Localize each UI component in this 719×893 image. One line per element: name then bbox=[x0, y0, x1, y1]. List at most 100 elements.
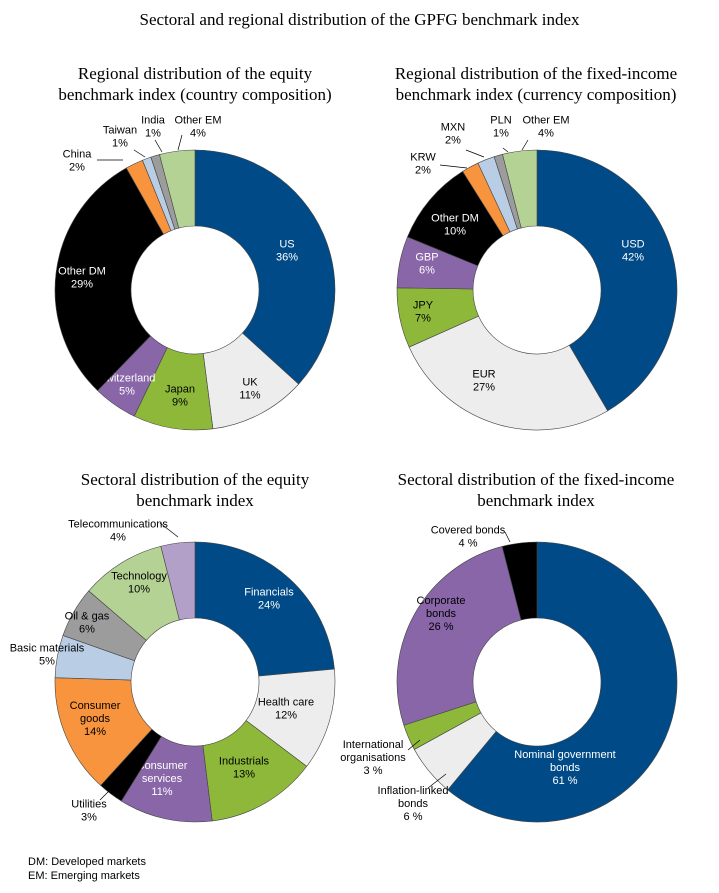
slice-label-line: Oil & gas bbox=[65, 611, 110, 623]
slice-label-line: 3% bbox=[81, 812, 97, 824]
slice-corporate bbox=[396, 546, 522, 726]
slice-label: Technology 10% bbox=[111, 571, 167, 596]
slice-label: Switzerland 5% bbox=[99, 373, 156, 398]
slice-label-line: Switzerland bbox=[99, 373, 156, 385]
chart-title-line: Regional distribution of the fixed-incom… bbox=[394, 64, 678, 83]
slice-label: India 1% bbox=[141, 115, 166, 140]
slice-label-line: Other EM bbox=[522, 115, 569, 127]
slice-label: Taiwan 1% bbox=[103, 125, 137, 150]
leader-line bbox=[502, 147, 509, 153]
slice-label-line: MXN bbox=[441, 122, 466, 134]
leader-line bbox=[133, 149, 146, 158]
slice-label: PLN 1% bbox=[490, 115, 511, 140]
slice-label-line: goods bbox=[80, 713, 110, 725]
slice-label: Utilities 3% bbox=[71, 799, 107, 824]
slice-label-line: 1% bbox=[145, 128, 161, 140]
slice-label: Corporate bonds 26 % bbox=[417, 595, 466, 633]
slice-label-line: JPY bbox=[413, 300, 434, 312]
leader-line bbox=[99, 781, 119, 801]
chart-title-equity-sectoral: Sectoral distribution of the equity benc… bbox=[25, 469, 365, 511]
slice-label-line: Japan bbox=[165, 384, 195, 396]
chart-title-line: benchmark index (country composition) bbox=[58, 85, 332, 104]
slice-label: International organisations 3 % bbox=[340, 739, 406, 777]
slice-label-line: Other DM bbox=[58, 266, 106, 278]
slice-label: Telecommunications 4% bbox=[68, 519, 168, 544]
slice-label-line: 1% bbox=[112, 138, 128, 150]
slice-label-line: bonds bbox=[550, 762, 580, 774]
slice-eur bbox=[408, 315, 609, 431]
chart-title-line: Sectoral distribution of the fixed-incom… bbox=[397, 470, 675, 489]
slice-label: Covered bonds 4 % bbox=[431, 525, 506, 550]
slice-label-line: GBP bbox=[415, 252, 438, 264]
slice-label-line: 27% bbox=[473, 382, 495, 394]
slice-label-line: KRW bbox=[410, 152, 436, 164]
slice-label-line: Inflation-linked bbox=[378, 785, 449, 797]
slice-label-line: Nominal government bbox=[514, 749, 616, 761]
slice-label: Other DM 29% bbox=[58, 266, 106, 291]
slice-usd bbox=[536, 149, 678, 412]
slice-label-line: 4 % bbox=[459, 538, 478, 550]
leader-line bbox=[154, 139, 163, 153]
slice-label-line: Telecommunications bbox=[68, 519, 168, 531]
slice-label-line: 2% bbox=[69, 162, 85, 174]
slice-label: EUR 27% bbox=[472, 369, 495, 394]
slice-other-dm bbox=[54, 167, 165, 391]
slice-us bbox=[194, 149, 336, 385]
leader-line bbox=[439, 164, 468, 169]
slice-label-line: UK bbox=[242, 377, 258, 389]
chart-title-line: Regional distribution of the equity bbox=[77, 64, 313, 83]
slice-label-line: US bbox=[279, 239, 294, 251]
slice-label-line: Covered bonds bbox=[431, 525, 506, 537]
chart-title-line: benchmark index (currency composition) bbox=[395, 85, 677, 104]
slice-label: Inflation-linked bonds 6 % bbox=[378, 785, 449, 823]
slice-label: KRW 2% bbox=[410, 152, 436, 177]
slice-label: China 2% bbox=[63, 149, 93, 174]
slice-label: Other EM 4% bbox=[174, 115, 221, 140]
slice-label: UK 11% bbox=[239, 377, 260, 402]
chart-title-line: Sectoral distribution of the equity bbox=[80, 470, 310, 489]
slice-label: USD 42% bbox=[621, 239, 644, 264]
slice-label-line: 3 % bbox=[364, 765, 383, 777]
slice-label-line: 11% bbox=[239, 390, 260, 402]
slice-label-line: 29% bbox=[71, 279, 93, 291]
slice-covered-bonds bbox=[501, 541, 538, 621]
slice-label: Other EM 4% bbox=[522, 115, 569, 140]
footnote-em: EM: Emerging markets bbox=[28, 870, 140, 882]
slice-label-line: 14% bbox=[84, 726, 106, 738]
slice-label-line: 24% bbox=[258, 600, 280, 612]
slice-label: MXN 2% bbox=[441, 122, 466, 147]
slice-label-line: 2% bbox=[445, 135, 461, 147]
slice-label-line: services bbox=[142, 773, 183, 785]
slice-telecommunications bbox=[160, 541, 196, 621]
slice-label-line: 11% bbox=[151, 786, 172, 798]
slice-label-line: 7% bbox=[415, 313, 431, 325]
donut-chart-equity-sectoral: Financials 24% Health care 12% Industrials 13… bbox=[10, 519, 336, 824]
slice-label-line: PLN bbox=[490, 115, 511, 127]
slice-label-line: 10% bbox=[444, 226, 466, 238]
slice-label: Financials 24% bbox=[244, 587, 294, 612]
slice-label-line: Financials bbox=[244, 587, 294, 599]
slice-label: JPY 7% bbox=[413, 300, 434, 325]
slice-label-line: EUR bbox=[472, 369, 495, 381]
slice-other-em bbox=[502, 149, 538, 229]
slice-label-line: 13% bbox=[233, 769, 255, 781]
slice-label: US 36% bbox=[276, 239, 298, 264]
leader-line bbox=[504, 531, 511, 543]
slice-label-line: 4% bbox=[538, 128, 554, 140]
leader-line bbox=[465, 149, 485, 158]
slice-label-line: Utilities bbox=[71, 799, 107, 811]
page-title: Sectoral and regional distribution of th… bbox=[139, 10, 580, 29]
slice-label-line: Other EM bbox=[174, 115, 221, 127]
slice-label-line: USD bbox=[621, 239, 644, 251]
slice-label-line: bonds bbox=[398, 798, 428, 810]
leader-line bbox=[427, 773, 447, 789]
slice-label-line: Consumer bbox=[137, 760, 188, 772]
slice-label-line: 4% bbox=[110, 532, 126, 544]
chart-title-line: benchmark index bbox=[477, 491, 595, 510]
donut-chart-fixed-income-sectoral: Nominal government bonds 61 %Inflation-lin… bbox=[340, 525, 678, 823]
slice-label-line: 6 % bbox=[404, 811, 423, 823]
slice-label-line: Health care bbox=[258, 697, 314, 709]
donut-chart-fixed-income-regional: USD 42%EUR 27%JPY 7%GBP 6%Other DM 10%KRW 2%MX… bbox=[396, 115, 678, 431]
slice-label-line: China bbox=[63, 149, 93, 161]
